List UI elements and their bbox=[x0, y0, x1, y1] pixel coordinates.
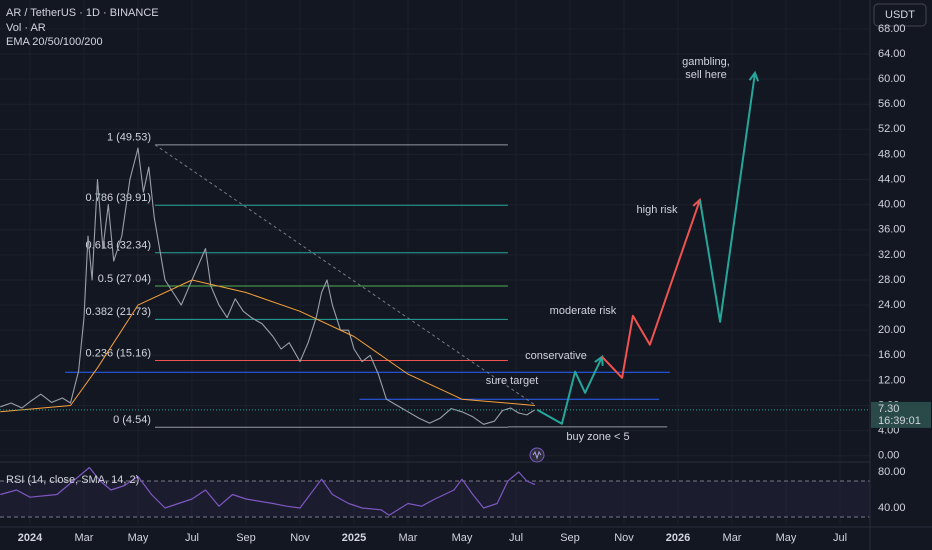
x-tick-label: Nov bbox=[290, 532, 310, 544]
annotation: buy zone < 5 bbox=[566, 431, 629, 443]
x-tick-label: Jul bbox=[509, 532, 523, 544]
event-icon-glyph bbox=[532, 450, 542, 460]
y-tick-label: 24.00 bbox=[878, 299, 906, 311]
x-tick-label: Mar bbox=[74, 532, 93, 544]
ema-line bbox=[0, 279, 535, 413]
annotation: sell here bbox=[685, 69, 727, 81]
symbol-title: AR / TetherUS · 1D · BINANCE bbox=[6, 7, 159, 19]
y-tick-label: 40.00 bbox=[878, 199, 906, 211]
last-price-box bbox=[871, 401, 931, 428]
x-tick-label: Mar bbox=[723, 532, 742, 544]
currency-button[interactable] bbox=[873, 3, 927, 27]
y-tick-label: 32.00 bbox=[878, 249, 906, 261]
projection-line bbox=[536, 356, 604, 425]
rsi-line bbox=[0, 466, 536, 516]
indicator-label: EMA 20/50/100/200 bbox=[6, 36, 103, 48]
projection-line bbox=[698, 72, 756, 323]
x-tick-label: Sep bbox=[236, 532, 256, 544]
arrow-head bbox=[748, 70, 760, 82]
y-tick-label: 60.00 bbox=[878, 73, 906, 85]
fib-label: 0.236 (15.16) bbox=[86, 347, 151, 359]
x-tick-label: May bbox=[452, 532, 473, 544]
countdown-label: 16:39:01 bbox=[878, 415, 921, 427]
y-tick-label: 68.00 bbox=[878, 23, 906, 35]
y-tick-label: 12.00 bbox=[878, 374, 906, 386]
y-tick-label: 44.00 bbox=[878, 173, 906, 185]
annotation: high risk bbox=[637, 204, 678, 216]
x-tick-label: May bbox=[128, 532, 149, 544]
fib-label: 0.786 (39.91) bbox=[86, 192, 151, 204]
y-tick-label: 0.00 bbox=[878, 450, 899, 462]
fib-label: 0 (4.54) bbox=[113, 414, 151, 426]
price-line bbox=[0, 147, 536, 425]
rsi-tick-label: 80.00 bbox=[878, 466, 906, 478]
annotation: conservative bbox=[525, 350, 587, 362]
y-tick-label: 52.00 bbox=[878, 123, 906, 135]
fib-label: 1 (49.53) bbox=[107, 132, 151, 144]
annotation: moderate risk bbox=[550, 305, 617, 317]
x-tick-label: 2024 bbox=[18, 532, 43, 544]
y-tick-label: 28.00 bbox=[878, 274, 906, 286]
rsi-tick-label: 40.00 bbox=[878, 502, 906, 514]
annotation: gambling, bbox=[682, 56, 730, 68]
indicator-label: Vol · AR bbox=[6, 22, 46, 34]
y-tick-label: 36.00 bbox=[878, 224, 906, 236]
grid bbox=[0, 0, 870, 525]
y-tick-label: 64.00 bbox=[878, 48, 906, 60]
x-tick-label: 2026 bbox=[666, 532, 690, 544]
x-tick-label: Nov bbox=[614, 532, 634, 544]
event-icon[interactable] bbox=[529, 447, 545, 463]
x-tick-label: Sep bbox=[560, 532, 580, 544]
fib-label: 0.382 (21.73) bbox=[86, 306, 151, 318]
x-tick-label: Jul bbox=[833, 532, 847, 544]
fib-label: 0.5 (27.04) bbox=[98, 273, 151, 285]
x-tick-label: 2025 bbox=[342, 532, 366, 544]
trend-line bbox=[154, 144, 536, 406]
x-tick-label: Jul bbox=[185, 532, 199, 544]
y-tick-label: 56.00 bbox=[878, 98, 906, 110]
y-tick-label: 48.00 bbox=[878, 148, 906, 160]
plot: 1 (49.53)0.786 (39.91)0.618 (32.34)0.5 (… bbox=[0, 56, 870, 518]
last-price-label: 7.30 bbox=[878, 403, 899, 415]
annotation: sure target bbox=[486, 375, 539, 387]
y-tick-label: 16.00 bbox=[878, 349, 906, 361]
x-tick-label: May bbox=[776, 532, 797, 544]
currency-label[interactable]: USDT bbox=[885, 9, 915, 21]
y-tick-label: 20.00 bbox=[878, 324, 906, 336]
x-tick-label: Mar bbox=[399, 532, 418, 544]
projection-line bbox=[601, 199, 701, 379]
rsi-label: RSI (14, close, SMA, 14, 2) bbox=[6, 474, 139, 486]
